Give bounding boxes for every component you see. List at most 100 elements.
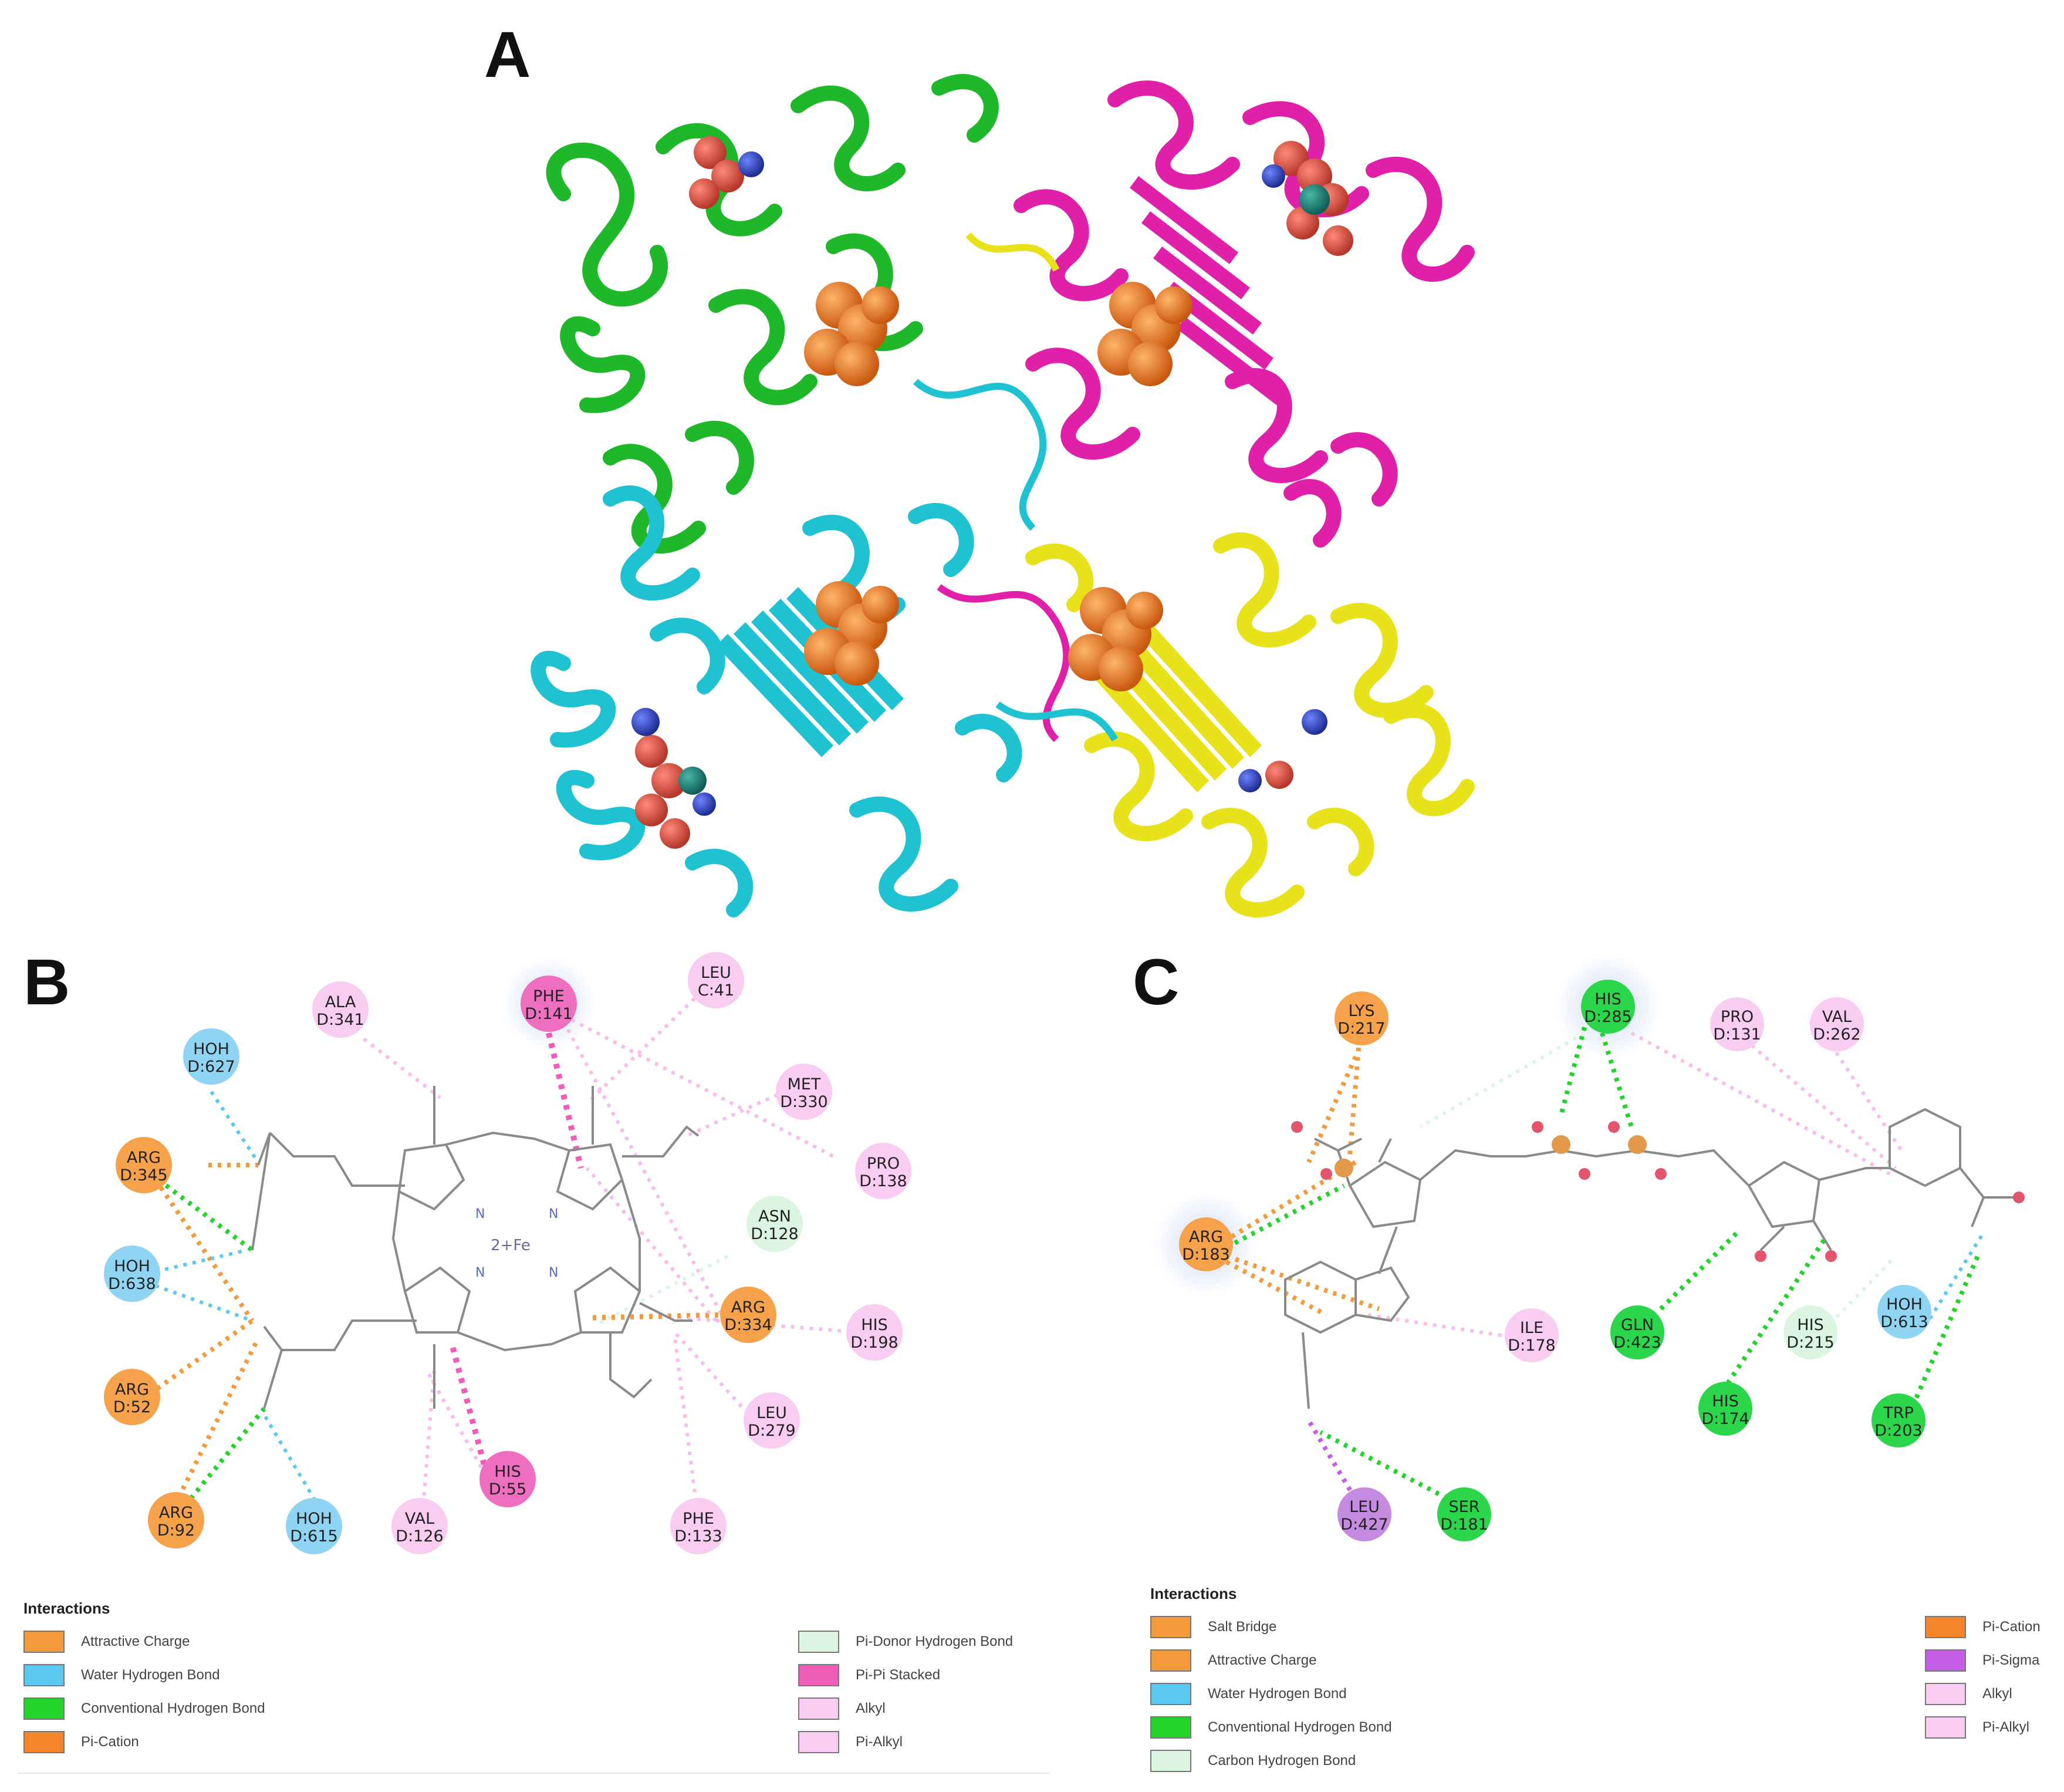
residue-name: ARG — [731, 1298, 765, 1317]
residue-name: HIS — [1712, 1392, 1738, 1410]
residue-name: LYS — [1348, 1002, 1374, 1020]
legend-label: Water Hydrogen Bond — [1208, 1686, 1347, 1702]
residue-circle — [148, 1492, 204, 1548]
residue-id: C:41 — [698, 981, 734, 1000]
legend-swatch — [798, 1731, 839, 1753]
residue-circle — [746, 1196, 803, 1252]
legend-swatch — [1150, 1683, 1191, 1705]
residue-id: D:334 — [724, 1316, 772, 1334]
nadp-skeleton — [1284, 1108, 2019, 1409]
beta-sheet-magenta — [1130, 176, 1285, 405]
residue-id: D:262 — [1813, 1025, 1860, 1044]
residue-name: LEU — [701, 964, 731, 982]
residue-circle — [286, 1498, 342, 1554]
legend-swatch — [23, 1631, 65, 1653]
legend-item: Pi-Cation — [23, 1729, 139, 1755]
residue-name: HOH — [1886, 1295, 1923, 1314]
residue-circle — [521, 976, 577, 1032]
residue-id: D:627 — [187, 1058, 235, 1076]
legend-swatch — [798, 1631, 839, 1653]
residue-id: D:126 — [396, 1527, 443, 1545]
residue-circle — [688, 952, 744, 1008]
residue-id: D:174 — [1701, 1410, 1749, 1428]
legend-label: Attractive Charge — [81, 1634, 190, 1649]
residue-id: D:330 — [780, 1093, 827, 1111]
legend-b-title: Interactions — [23, 1599, 110, 1617]
residue-id: D:345 — [120, 1166, 167, 1184]
residue-name: LEU — [1349, 1498, 1380, 1516]
svg-text:N: N — [549, 1265, 558, 1280]
residue-name: ARG — [159, 1504, 193, 1522]
legend-label: Attractive Charge — [1208, 1652, 1317, 1668]
legend-swatch — [1150, 1616, 1191, 1638]
legend-item: Water Hydrogen Bond — [1150, 1681, 1347, 1707]
residue-circle — [1179, 1217, 1233, 1271]
residue-name: PHE — [533, 987, 565, 1005]
chain-magenta — [1014, 80, 1475, 548]
interaction-lines — [146, 990, 860, 1522]
residue-circle — [670, 1498, 727, 1554]
legend-swatch — [23, 1697, 65, 1720]
residue-circle — [1505, 1308, 1559, 1362]
interaction-lines — [1222, 1026, 1985, 1516]
residue-name: TRP — [1883, 1404, 1914, 1422]
legend-swatch — [23, 1731, 65, 1753]
residue-id: D:133 — [674, 1527, 722, 1545]
residue-id: D:427 — [1340, 1516, 1388, 1534]
legend-label: Pi-Donor Hydrogen Bond — [856, 1634, 1014, 1649]
residue-name: PRO — [867, 1155, 900, 1173]
legend-swatch — [1925, 1616, 1966, 1638]
legend-label: Pi-Cation — [81, 1734, 139, 1750]
residue-name: PHE — [683, 1510, 714, 1528]
chain-yellow — [1025, 532, 1475, 918]
legend-label: Water Hydrogen Bond — [81, 1667, 220, 1683]
residue-name: ASN — [758, 1207, 791, 1226]
legend-item: Pi-Cation — [1925, 1614, 2041, 1640]
legend-swatch — [1925, 1683, 1966, 1705]
residue-id: D:92 — [157, 1521, 195, 1540]
residue-id: D:423 — [1613, 1334, 1661, 1352]
legend-c-title: Interactions — [1150, 1585, 1237, 1602]
protein-structure-image — [531, 74, 1475, 918]
legend-item: Attractive Charge — [23, 1629, 190, 1655]
phosphate-atoms — [1291, 1121, 2025, 1262]
residue-circle — [104, 1246, 160, 1302]
residue-name: PRO — [1721, 1008, 1754, 1026]
legend-item: Pi-Alkyl — [1925, 1715, 2029, 1740]
residue-id: D:615 — [290, 1527, 337, 1545]
residue-circle — [312, 981, 369, 1038]
residue-id: D:178 — [1508, 1337, 1555, 1355]
residue-circle — [1337, 1487, 1391, 1541]
residue-name: MET — [788, 1075, 821, 1094]
legend-label: Pi-Alkyl — [856, 1734, 903, 1750]
interface-loops — [913, 232, 1119, 743]
residue-circle — [116, 1137, 172, 1193]
residue-id: D:131 — [1713, 1025, 1761, 1044]
heme-nitrogens: N N N N — [475, 1207, 558, 1280]
legend-label: Carbon Hydrogen Bond — [1208, 1753, 1356, 1769]
legend-label: Pi-Cation — [1982, 1619, 2041, 1635]
residue-name: VAL — [1822, 1008, 1852, 1026]
legend-item: Pi-Sigma — [1925, 1648, 2039, 1673]
legend-swatch — [1150, 1716, 1191, 1739]
residue-id: D:285 — [1584, 1008, 1631, 1026]
panel-b-diagram: N NN N 2+Fe ALAD:341PHED:141LEUC:41HOHD:62… — [104, 952, 911, 1554]
legend-swatch — [1925, 1649, 1966, 1672]
legend-swatch — [798, 1697, 839, 1720]
residue-circle — [104, 1369, 160, 1425]
residue-circle — [1698, 1382, 1752, 1436]
residue-circle — [776, 1064, 832, 1120]
